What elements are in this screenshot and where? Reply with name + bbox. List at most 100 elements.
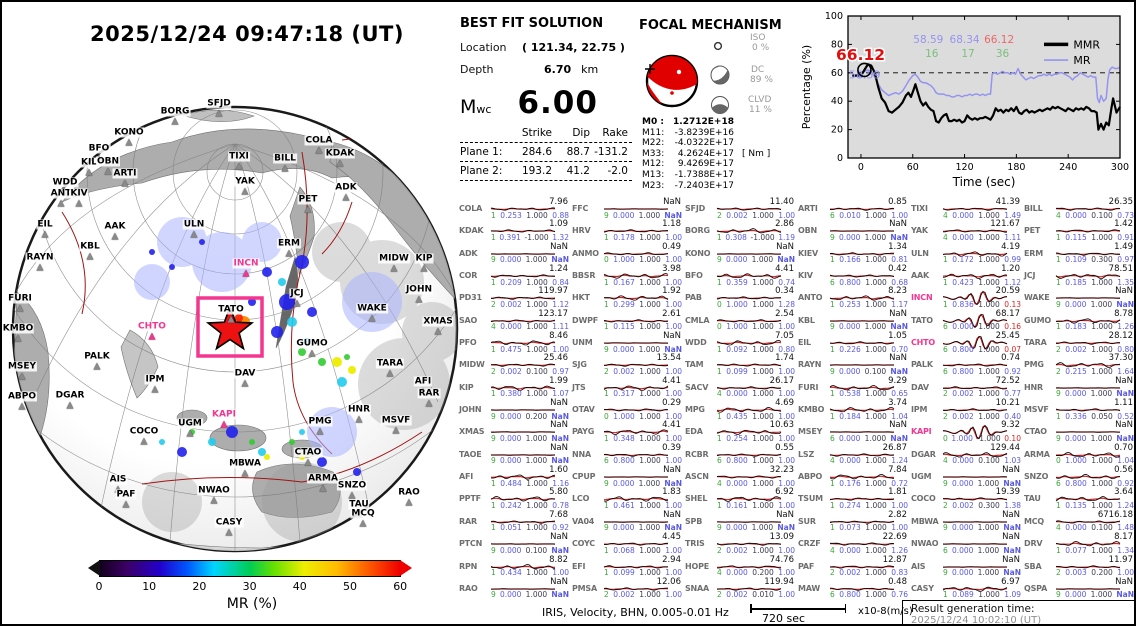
station-cell-xmas: XMAS NaN 9 0.000 1.000 NaN (458, 420, 571, 443)
station-triangle-icon: ▲ (355, 414, 363, 425)
station-cell-nwao: NWAO NaN 6 0.000 1.000 NaN (910, 532, 1023, 555)
station-cell-paf: PAF 12.87 2 0.002 1.000 0.83 (797, 555, 910, 578)
station-amplitude: 1.20 (1001, 264, 1020, 275)
station-fit-values: 9 0.000 1.000 NaN (717, 255, 795, 265)
station-triangle-icon: ▲ (241, 186, 249, 197)
waveform-trace (490, 229, 556, 233)
station-cell-wake: WAKE NaN 9 0.000 1.000 NaN (1023, 286, 1134, 309)
station-code: NNA (572, 449, 591, 459)
station-code: HKT (572, 293, 590, 303)
tensor-row: M33: 4.2624E+17[ Nm ] (642, 148, 771, 159)
waveform-trace (829, 341, 895, 345)
station-fit-values: 1 0.099 1.000 1.00 (604, 568, 682, 577)
station-code: PAYG (572, 427, 595, 437)
waveform-trace (716, 430, 782, 436)
station-code: XMAS (459, 427, 485, 437)
station-code: EDA (685, 427, 703, 437)
waveform-trace (490, 563, 556, 569)
station-fit-values: 1 0.475 1.000 1.00 (491, 344, 569, 354)
station-triangle-icon: ▲ (121, 178, 129, 189)
station-code: MSVF (1024, 405, 1049, 415)
colorbar-tick: 10 (142, 580, 157, 593)
globe-station-label: MIDW (378, 253, 410, 264)
station-cell-cola: COLA 7.96 1 0.253 1.000 0.88 (458, 197, 571, 220)
station-amplitude: 28.12 (1108, 331, 1133, 342)
station-triangle-icon: ▲ (242, 268, 250, 279)
station-cell-pmsa: PMSA 12.06 2 0.002 1.000 1.00 (571, 576, 684, 600)
station-triangle-icon: ▲ (18, 401, 26, 412)
waveform-trace (942, 229, 1008, 233)
globe-station-label: CASY (214, 517, 244, 528)
waveform-trace (490, 409, 556, 411)
globe-station-label: PET (297, 194, 319, 205)
station-amplitude: 9.29 (888, 375, 907, 386)
station-cell-maw: MAW 0.48 6 0.800 1.000 0.76 (797, 577, 910, 600)
station-cell-snaa: SNAA 119.94 2 0.002 0.010 1.00 (684, 577, 797, 600)
station-code: COLA (459, 204, 483, 213)
station-fit-values: 9 0.000 1.000 NaN (943, 478, 1021, 488)
station-cell-pmg: PMG 37.30 2 0.215 1.000 1.64 (1023, 353, 1134, 376)
waveform-trace (491, 252, 555, 255)
station-fit-values: 1 0.391 -1.000 1.32 (491, 232, 569, 242)
station-cell-ffc: FFC NaN 9 0.000 1.000 NaN (571, 197, 684, 220)
station-amplitude: 26.35 (1108, 197, 1133, 207)
station-triangle-icon: ▲ (190, 229, 198, 240)
col-strike: Strike (521, 127, 552, 139)
station-amplitude: 1.60 (549, 465, 568, 476)
station-code: NWAO (911, 539, 939, 549)
station-cell-coyc: COYC 4.45 1 0.068 1.000 1.00 (571, 532, 684, 555)
station-triangle-icon: ▲ (308, 348, 316, 359)
waveform-trace (1055, 387, 1120, 389)
station-code: UGM (911, 472, 932, 482)
globe-station-label: WDD (51, 177, 79, 188)
station-fit-values: 1 0.359 1.000 0.74 (717, 277, 795, 287)
station-fit-values: 1 0.167 1.000 1.00 (604, 277, 682, 287)
station-cell-mcq: MCQ 6716.18 4 0.000 0.100 1.48 (1023, 510, 1134, 533)
tensor-row: M11: -3.8239E+16 (642, 127, 734, 138)
station-fit-values: 1 0.109 0.300 0.97 (1056, 255, 1134, 265)
station-amplitude: 32.23 (769, 465, 794, 476)
station-code: KBL (798, 315, 815, 325)
station-fit-values: 1 0.461 1.000 1.00 (604, 500, 682, 510)
station-code: SNAA (685, 583, 710, 593)
station-triangle-icon: ▲ (415, 294, 423, 305)
station-triangle-icon: ▲ (390, 263, 398, 274)
station-code: PALK (911, 360, 933, 370)
station-fit-values: 9 0.000 1.000 NaN (943, 523, 1021, 533)
station-fit-values: 1 0.183 1.000 1.26 (1056, 322, 1134, 332)
station-amplitude: 9.32 (1001, 420, 1020, 431)
station-cell-kdak: KDAK 1.09 1 0.391 -1.000 1.32 (458, 219, 571, 242)
station-code: HNR (1024, 382, 1043, 392)
station-fit-values: 1 0.161 1.000 1.00 (717, 500, 795, 510)
station-cell-anmo: ANMO 0.49 0 1.000 1.000 1.00 (571, 242, 684, 265)
station-amplitude: 13.09 (769, 532, 794, 543)
station-amplitude: NaN (889, 420, 907, 431)
station-amplitude: 12.06 (656, 576, 681, 587)
station-triangle-icon: ▲ (315, 145, 323, 156)
station-fit-values: 1 0.253 1.000 1.17 (830, 299, 908, 309)
globe-station-label: GUMO (295, 338, 329, 349)
globe-station-label: COCO (128, 426, 160, 437)
iso-icon (713, 41, 723, 51)
station-code: ANMO (572, 248, 599, 258)
station-cell-kip: KIP 1.99 1 0.380 1.000 1.07 (458, 376, 571, 399)
station-code: JCJ (1024, 271, 1036, 281)
waveform-trace (716, 340, 782, 346)
tensor-row: M23: -7.2403E+17 (642, 180, 734, 191)
dc-value: 89 % (750, 75, 773, 85)
best-fit-title: BEST FIT SOLUTION (460, 16, 604, 31)
station-triangle-icon: ▲ (122, 499, 130, 510)
station-code: SHEL (685, 494, 708, 504)
station-fit-values: 9 0.000 1.000 NaN (604, 210, 682, 220)
station-fit-values: 9 0.000 1.000 NaN (491, 433, 569, 443)
station-triangle-icon: ▲ (66, 400, 74, 411)
station-fit-values: 6 0.000 1.000 NaN (830, 433, 908, 443)
station-fit-values: 4 0.000 1.000 1.11 (491, 322, 569, 332)
station-triangle-icon: ▲ (36, 262, 44, 273)
waveform-trace (942, 476, 1008, 478)
waveform-trace (829, 384, 895, 391)
station-fit-values: 9 0.000 1.000 NaN (604, 523, 682, 533)
station-cell-pab: PAB 0.34 0 1.000 1.000 1.28 (684, 286, 797, 309)
waveform-trace (942, 251, 1008, 257)
station-cell-ascn: ASCN 32.23 4 0.000 1.000 1.00 (684, 465, 797, 488)
